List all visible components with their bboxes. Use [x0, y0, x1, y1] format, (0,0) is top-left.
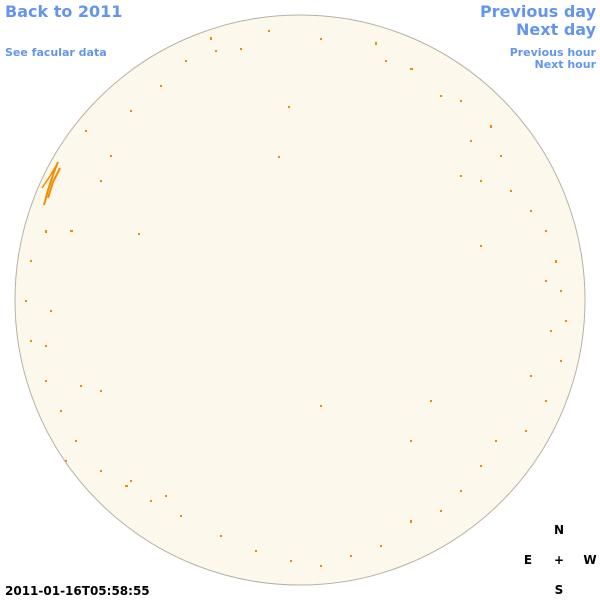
facular-data-link[interactable]: See facular data [5, 46, 107, 59]
next-hour-link[interactable]: Next hour [535, 58, 597, 71]
compass-north: N [554, 523, 564, 537]
compass-center: + [554, 553, 564, 567]
solar-disk [14, 14, 586, 586]
compass-east: E [524, 553, 532, 567]
back-link[interactable]: Back to 2011 [5, 2, 122, 21]
faculae [25, 30, 567, 567]
next-day-link[interactable]: Next day [516, 20, 597, 39]
compass-south: S [555, 583, 564, 597]
compass-west: W [583, 553, 596, 567]
previous-hour-link[interactable]: Previous hour [510, 46, 597, 59]
previous-day-link[interactable]: Previous day [480, 2, 597, 21]
timestamp: 2011-01-16T05:58:55 [5, 584, 150, 598]
